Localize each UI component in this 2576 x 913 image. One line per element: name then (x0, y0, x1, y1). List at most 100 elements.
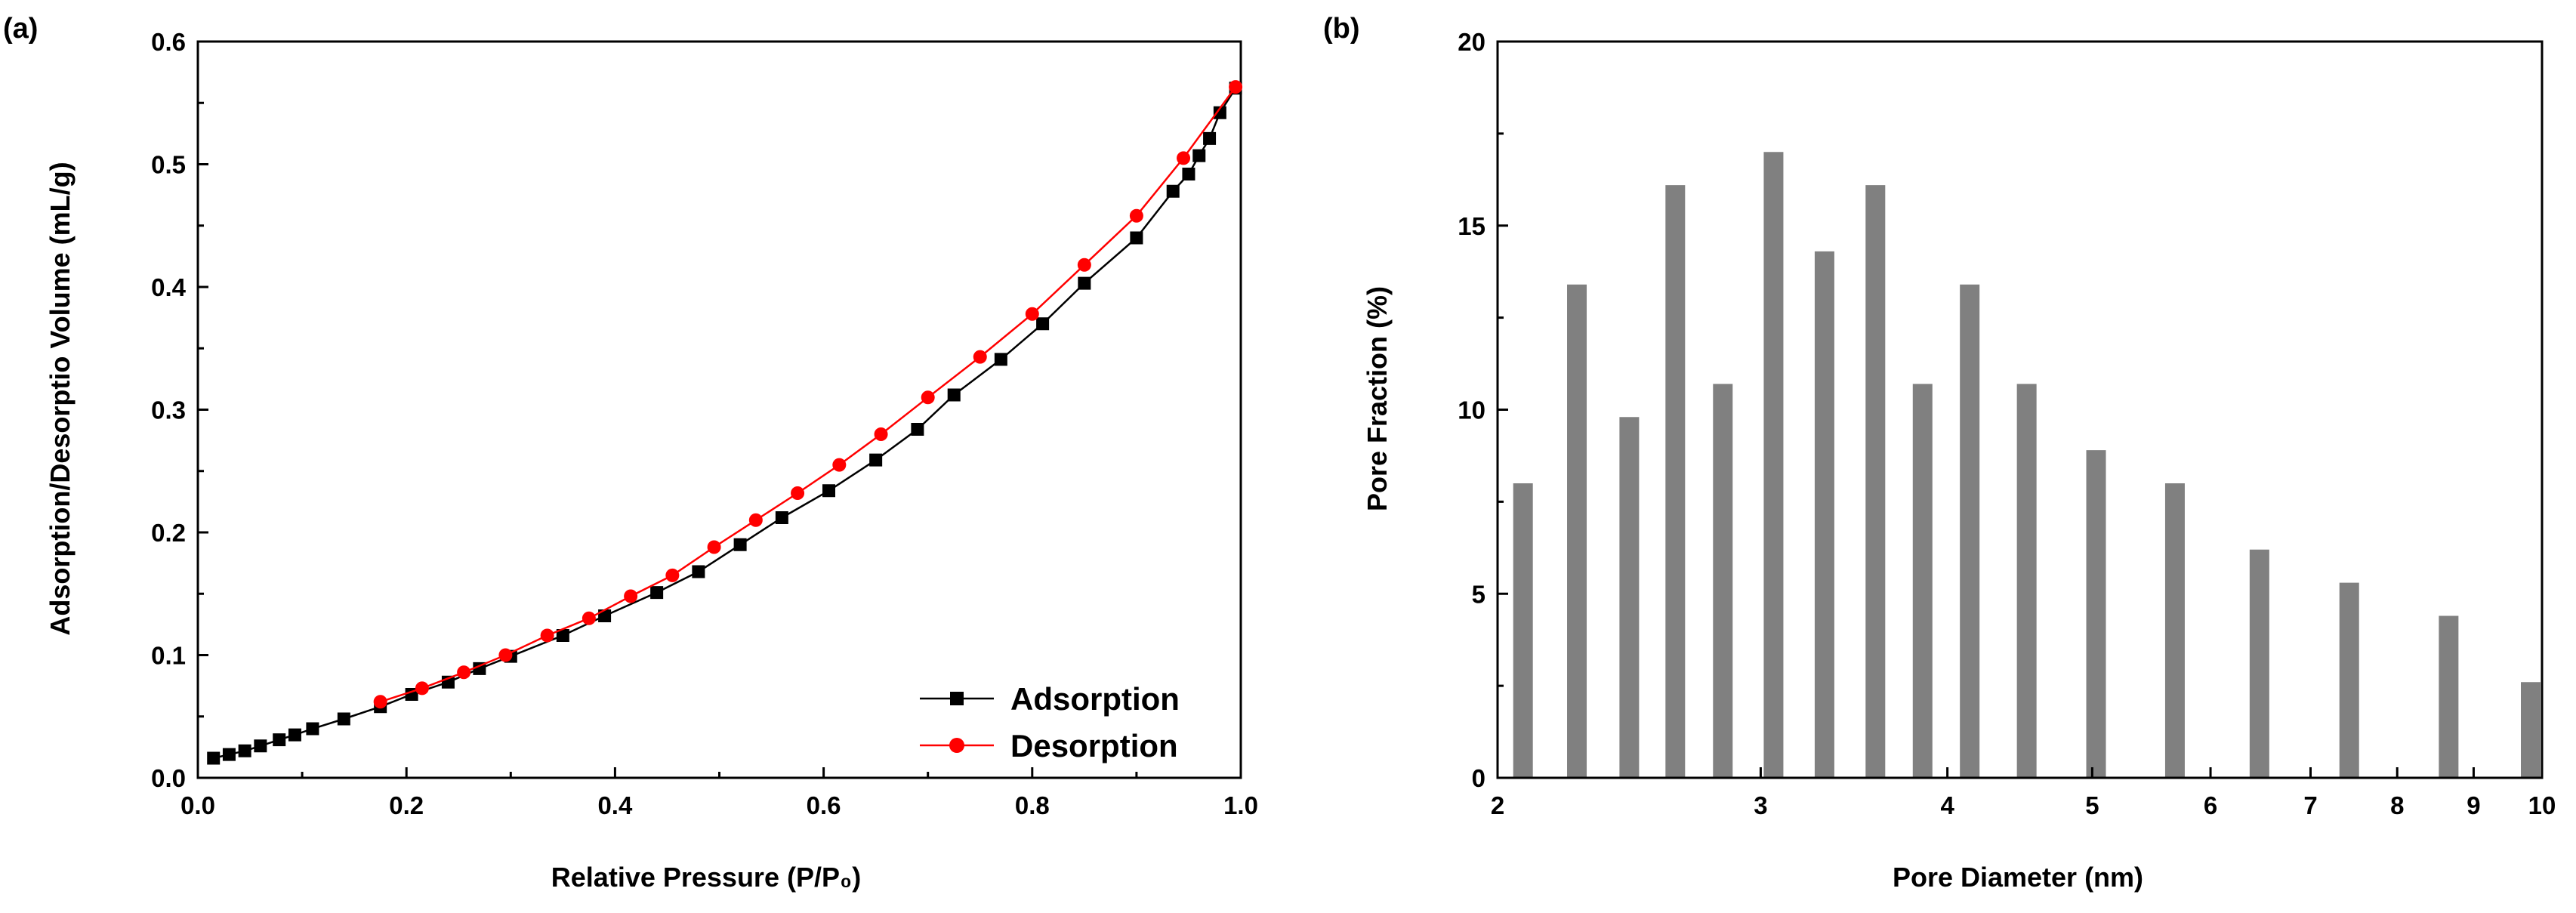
panel-a-desorption-point (1025, 307, 1039, 321)
panel-b-x-tick-label: 3 (1754, 791, 1767, 819)
panel-a-x-tick-label: 0.2 (389, 791, 424, 819)
panel-b-y-tick-label: 20 (1458, 28, 1485, 56)
panel-a-desorption-point (874, 427, 888, 441)
panel-b-x-tick-label: 4 (1940, 791, 1954, 819)
panel-a-y-tick-label: 0.3 (151, 396, 186, 424)
panel-a-adsorption-point (947, 388, 961, 402)
panel-a-x-tick-label: 1.0 (1223, 791, 1258, 819)
panel-b-x-tick-label: 5 (2085, 791, 2099, 819)
panel-a-x-tick-label: 0.8 (1015, 791, 1050, 819)
panel-a-adsorption-point (1036, 317, 1050, 331)
panel-a-adsorption-point (1166, 184, 1180, 198)
panel-a-desorption-point (1077, 258, 1091, 272)
panel-a-desorption-point (457, 665, 471, 680)
panel-a-y-tick-label: 0.0 (151, 764, 186, 792)
panel-a-ylabel: Adsorption/Desorptio Volume (mL/g) (45, 162, 76, 635)
panel-b-bar (2249, 549, 2269, 778)
panel-b-xlabel: Pore Diameter (nm) (1893, 862, 2143, 893)
panel-b-bar (1619, 417, 1640, 778)
panel-a-axes-frame (196, 40, 1242, 779)
panel-a-y-tick-label: 0.6 (151, 28, 186, 56)
panel-a-adsorption-point (238, 744, 251, 757)
panel-b-label: (b) (1323, 13, 1360, 45)
panel-a-legend-desorption-label: Desorption (1010, 728, 1178, 763)
panel-b-bar (1960, 284, 1980, 778)
panel-a-desorption-point (665, 568, 680, 582)
panel-a-adsorption-point (869, 453, 883, 467)
panel-b-y-tick-label: 0 (1472, 764, 1485, 792)
panel-a-adsorption-point (556, 629, 569, 642)
panel-a-adsorption-point (598, 609, 612, 622)
panel-a-desorption-point (624, 589, 638, 603)
panel-a-x-tick-label: 0.6 (807, 791, 841, 819)
panel-b-x-tick-label: 9 (2466, 791, 2480, 819)
panel-a-desorption-point (921, 390, 935, 405)
panel-a-desorption-point (373, 695, 387, 709)
panel-a-y-tick-label: 0.5 (151, 151, 186, 179)
panel-b-bar (2086, 450, 2106, 778)
panel-b-bar (1567, 284, 1587, 778)
panel-a-desorption-point (498, 648, 513, 662)
panel-b-x-tick-label: 8 (2390, 791, 2404, 819)
panel-a-desorption-point (1129, 208, 1143, 223)
panel-a-adsorption-point (306, 722, 319, 736)
panel-a-adsorption-point (1192, 149, 1206, 162)
panel-a-adsorption-point (1203, 131, 1217, 145)
panel-b-bar (2439, 615, 2459, 778)
panel-a-plot-area: 0.0 0.2 0.4 0.6 0.8 1.0 0.0 0.1 0.2 0.3 0.4 0.5 0.6 A… (151, 28, 1258, 819)
panel-b-bar (1814, 251, 1834, 778)
panel-a-adsorption-point (1130, 231, 1143, 245)
panel-a-adsorption-line (213, 88, 1237, 760)
panel-a-adsorption-point (733, 538, 747, 551)
panel-b-bar (1865, 185, 1886, 778)
panel-a-x-tick-label: 0.4 (597, 791, 633, 819)
panel-a-desorption-point (707, 540, 721, 554)
panel-b-y-tick-label: 15 (1458, 212, 1485, 240)
panel-a-adsorption-point (650, 586, 664, 600)
panel-b-bar (2521, 682, 2541, 778)
panel-a-desorption-point (791, 486, 805, 500)
panel-a-x-tick-label: 0.0 (180, 791, 215, 819)
panel-a-xlabel: Relative Pressure (P/P₀) (551, 862, 861, 893)
panel-a-legend-desorption-marker (949, 738, 964, 753)
panel-a-legend-adsorption-label: Adsorption (1010, 681, 1180, 717)
panel-b-x-tick-label: 2 (1491, 791, 1504, 819)
panel-a-adsorption-point (692, 565, 705, 578)
panel-a-adsorption-point (775, 511, 788, 524)
panel-a-desorption-line (380, 86, 1237, 703)
panel-a-desorption-point (1229, 80, 1243, 94)
panel-b-x-tick-label: 10 (2528, 791, 2556, 819)
panel-b-x-tick-label: 7 (2303, 791, 2317, 819)
panel-b-bar (1665, 185, 1686, 778)
panel-a-adsorption-point (254, 739, 267, 753)
panel-b-bar (1763, 152, 1784, 778)
panel-a-y-tick-label: 0.1 (151, 642, 186, 670)
panel-a-desorption-point (582, 611, 596, 625)
panel-b-bar (2016, 384, 2037, 778)
panel-b-plot-area: 2 3 4 5 6 7 8 9 10 0 5 10 15 20 (1458, 28, 2556, 819)
panel-a-label: (a) (3, 13, 38, 45)
panel-a-legend-adsorption-marker (950, 692, 964, 705)
panel-b-bar (2339, 582, 2359, 778)
panel-a-desorption-point (748, 513, 763, 527)
panel-a-adsorption-point (273, 733, 286, 747)
panel-a-adsorption-point (994, 353, 1007, 366)
panel-a-desorption-point (540, 628, 554, 643)
panel-a-desorption-point (1177, 151, 1191, 165)
panel-b-bar (1513, 483, 1533, 778)
panel-a-adsorption-point (222, 748, 236, 761)
panel-b-ylabel: Pore Fraction (%) (1362, 286, 1393, 511)
panel-a-adsorption-point (911, 423, 924, 436)
panel-b-x-tick-label: 6 (2204, 791, 2217, 819)
panel-b-bar (1912, 384, 1933, 778)
panel-a-adsorption-point (288, 728, 301, 742)
panel-b-bar (2164, 483, 2185, 778)
panel-b-y-tick-label: 10 (1458, 396, 1485, 424)
panel-a-adsorption-point (337, 712, 350, 726)
panel-a-desorption-point (832, 458, 847, 472)
panel-a-desorption-point (973, 350, 987, 364)
panel-a-y-tick-label: 0.4 (151, 273, 187, 301)
panel-a-adsorption-point (1213, 106, 1226, 119)
panel-b-bar (1713, 384, 1733, 778)
panel-a-adsorption-point (822, 484, 836, 498)
